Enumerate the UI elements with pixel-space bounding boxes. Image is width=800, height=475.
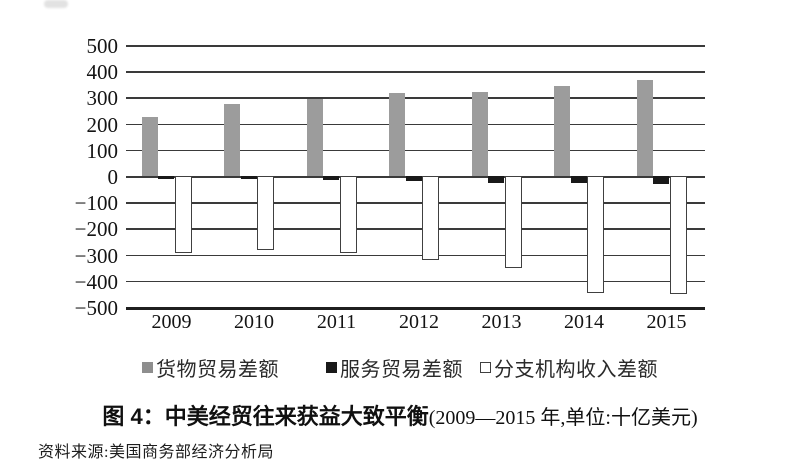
bar-goods-trade-balance-2011 <box>306 98 323 176</box>
figure-caption-subtitle: (2009—2015 年,单位:十亿美元) <box>428 407 698 429</box>
y-tick-label: −500 <box>74 296 118 320</box>
y-tick-label: 300 <box>86 86 119 111</box>
bar-goods-trade-balance-2012 <box>389 93 405 176</box>
legend: 货物贸易差额 服务贸易差额 分支机构收入差额 <box>0 353 800 382</box>
y-tick-label: −400 <box>74 269 118 294</box>
bar-chart-plot-area: 500 400 300 200 100 0 −100 −200 −300 −400 −500 2009… <box>74 34 705 333</box>
gridline-−200 <box>126 228 705 230</box>
white-square-icon <box>480 362 491 373</box>
black-square-icon <box>326 362 337 373</box>
legend-label-goods: 货物贸易差额 <box>156 359 279 381</box>
gridline-−400 <box>126 280 705 283</box>
bar-goods-trade-balance-2010 <box>224 104 240 176</box>
bar-goods-trade-balance-2009 <box>141 116 158 176</box>
x-tick-label-2011: 2011 <box>316 311 357 333</box>
legend-item-branch-income-balance: 分支机构收入差额 <box>480 353 658 382</box>
gridline-100 <box>126 149 705 152</box>
bar-services-trade-balance-2015 <box>653 176 669 185</box>
y-tick-label: −100 <box>74 191 118 216</box>
source-note: 资料来源:美国商务部经济分析局 <box>38 444 274 461</box>
bar-services-trade-balance-2013 <box>488 176 504 183</box>
gridline-200 <box>126 123 705 126</box>
legend-item-goods-trade-balance: 货物贸易差额 <box>142 353 279 382</box>
bar-services-trade-balance-2009 <box>158 176 174 179</box>
legend-label-branch-income: 分支机构收入差额 <box>494 359 658 381</box>
bar-goods-trade-balance-2015 <box>636 79 653 176</box>
x-axis-line <box>126 307 705 310</box>
gridline-500 <box>126 45 705 47</box>
x-tick-label-2013: 2013 <box>481 311 522 333</box>
x-tick-label-2012: 2012 <box>399 311 439 333</box>
gridline-−100 <box>126 202 705 204</box>
figure-caption-title: 图 4：中美经贸往来获益大致平衡 <box>102 404 429 429</box>
gridline-−300 <box>126 254 705 257</box>
legend-item-services-trade-balance: 服务贸易差额 <box>326 353 463 382</box>
y-tick-label: 0 <box>107 165 119 189</box>
bar-branch-income-balance-2012 <box>422 176 439 260</box>
y-tick-label: 100 <box>86 138 119 163</box>
y-tick-label: 400 <box>86 60 119 85</box>
bar-goods-trade-balance-2013 <box>471 92 488 176</box>
bar-goods-trade-balance-2014 <box>554 85 570 176</box>
gridline-300 <box>126 97 705 99</box>
bar-branch-income-balance-2010 <box>257 176 274 251</box>
legend-label-services: 服务贸易差额 <box>340 359 463 381</box>
bar-services-trade-balance-2011 <box>323 176 339 181</box>
figure-caption: 图 4：中美经贸往来获益大致平衡(2009—2015 年,单位:十亿美元) <box>0 399 800 431</box>
bar-branch-income-balance-2011 <box>339 176 357 253</box>
y-tick-label: −300 <box>74 243 118 268</box>
x-tick-label-2014: 2014 <box>564 311 604 333</box>
y-tick-label: −200 <box>74 217 118 242</box>
gridline-400 <box>126 71 705 73</box>
bar-branch-income-balance-2009 <box>174 176 192 254</box>
x-tick-label-2015: 2015 <box>646 311 687 333</box>
gray-square-icon <box>142 362 153 373</box>
x-tick-label-2010: 2010 <box>234 311 274 333</box>
bar-services-trade-balance-2014 <box>570 176 587 184</box>
bar-branch-income-balance-2013 <box>504 176 522 268</box>
bar-services-trade-balance-2010 <box>240 176 257 180</box>
bar-branch-income-balance-2014 <box>587 176 604 294</box>
bar-services-trade-balance-2012 <box>405 176 422 182</box>
y-tick-label: 200 <box>86 112 119 137</box>
x-tick-label-2009: 2009 <box>151 311 192 333</box>
y-tick-label: 500 <box>86 34 119 58</box>
stray-print-artifact <box>44 0 68 8</box>
bar-branch-income-balance-2015 <box>669 176 687 295</box>
